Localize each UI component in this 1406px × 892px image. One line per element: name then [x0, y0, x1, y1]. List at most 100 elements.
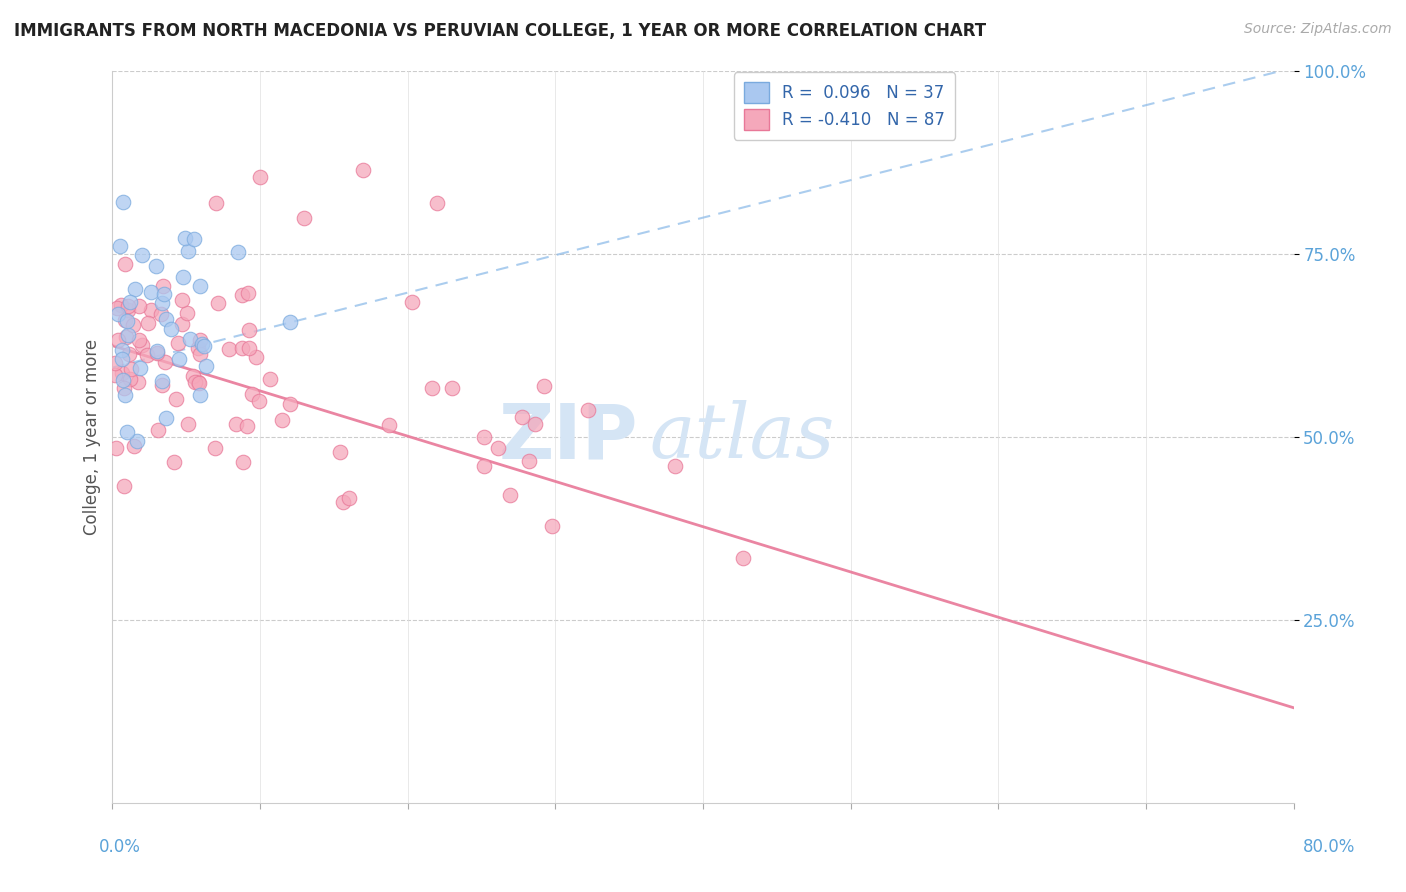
- Text: 0.0%: 0.0%: [98, 838, 141, 855]
- Point: [167, 351, 190, 366]
- Point: [150, 295, 173, 310]
- Point: [146, 344, 169, 359]
- Point: [731, 550, 754, 565]
- Point: [240, 387, 263, 401]
- Point: [112, 381, 135, 395]
- Point: [292, 211, 315, 225]
- Point: [105, 301, 128, 315]
- Point: [440, 381, 463, 395]
- Point: [259, 372, 281, 386]
- Point: [117, 327, 139, 342]
- Point: [337, 491, 360, 505]
- Point: [104, 356, 127, 370]
- Point: [117, 303, 139, 318]
- Point: [114, 387, 136, 401]
- Point: [114, 257, 136, 271]
- Point: [245, 350, 267, 364]
- Point: [124, 282, 146, 296]
- Text: ZIP: ZIP: [499, 401, 638, 474]
- Point: [278, 397, 301, 411]
- Point: [188, 333, 211, 347]
- Point: [426, 196, 449, 211]
- Point: [486, 441, 509, 455]
- Point: [110, 351, 132, 366]
- Point: [352, 163, 374, 178]
- Point: [249, 170, 271, 185]
- Point: [181, 369, 204, 384]
- Point: [247, 394, 270, 409]
- Point: [238, 286, 260, 301]
- Text: Source: ZipAtlas.com: Source: ZipAtlas.com: [1244, 22, 1392, 37]
- Point: [131, 338, 153, 352]
- Point: [183, 232, 205, 246]
- Point: [329, 445, 352, 459]
- Point: [155, 410, 177, 425]
- Point: [576, 403, 599, 417]
- Point: [145, 346, 167, 360]
- Point: [107, 333, 129, 347]
- Point: [541, 518, 564, 533]
- Point: [104, 368, 127, 383]
- Y-axis label: College, 1 year or more: College, 1 year or more: [83, 339, 101, 535]
- Point: [172, 269, 194, 284]
- Point: [533, 379, 555, 393]
- Point: [118, 347, 141, 361]
- Point: [332, 495, 354, 509]
- Point: [163, 455, 186, 469]
- Point: [139, 302, 162, 317]
- Point: [187, 341, 209, 355]
- Point: [378, 418, 401, 433]
- Point: [153, 287, 176, 301]
- Point: [218, 342, 240, 356]
- Point: [120, 371, 142, 385]
- Point: [188, 387, 211, 401]
- Point: [115, 314, 138, 328]
- Point: [146, 423, 169, 437]
- Point: [136, 347, 159, 361]
- Point: [278, 314, 301, 328]
- Point: [111, 343, 134, 358]
- Point: [111, 373, 134, 387]
- Point: [108, 239, 131, 253]
- Point: [111, 194, 134, 209]
- Point: [474, 430, 496, 444]
- Point: [125, 434, 148, 448]
- Point: [226, 245, 249, 260]
- Point: [401, 295, 423, 310]
- Point: [238, 323, 260, 337]
- Point: [131, 247, 153, 261]
- Text: 80.0%: 80.0%: [1302, 838, 1355, 855]
- Point: [524, 417, 547, 431]
- Point: [188, 279, 211, 293]
- Point: [517, 453, 540, 467]
- Point: [150, 378, 173, 392]
- Point: [232, 454, 254, 468]
- Point: [179, 332, 201, 346]
- Point: [122, 318, 145, 332]
- Point: [187, 375, 209, 389]
- Point: [205, 196, 228, 211]
- Point: [118, 295, 141, 310]
- Point: [474, 458, 496, 473]
- Point: [231, 288, 253, 302]
- Point: [231, 341, 253, 355]
- Point: [499, 488, 522, 502]
- Point: [664, 459, 686, 474]
- Text: atlas: atlas: [650, 401, 835, 474]
- Point: [112, 479, 135, 493]
- Point: [420, 381, 443, 395]
- Point: [122, 439, 145, 453]
- Point: [150, 374, 173, 388]
- Point: [177, 417, 200, 432]
- Point: [160, 322, 183, 336]
- Point: [120, 361, 142, 376]
- Point: [204, 441, 226, 455]
- Point: [188, 347, 211, 361]
- Point: [153, 354, 176, 368]
- Point: [510, 409, 533, 424]
- Text: IMMIGRANTS FROM NORTH MACEDONIA VS PERUVIAN COLLEGE, 1 YEAR OR MORE CORRELATION : IMMIGRANTS FROM NORTH MACEDONIA VS PERUV…: [14, 22, 986, 40]
- Point: [207, 295, 229, 310]
- Point: [110, 298, 132, 312]
- Point: [155, 312, 177, 326]
- Legend: R =  0.096   N = 37, R = -0.410   N = 87: R = 0.096 N = 37, R = -0.410 N = 87: [734, 72, 955, 140]
